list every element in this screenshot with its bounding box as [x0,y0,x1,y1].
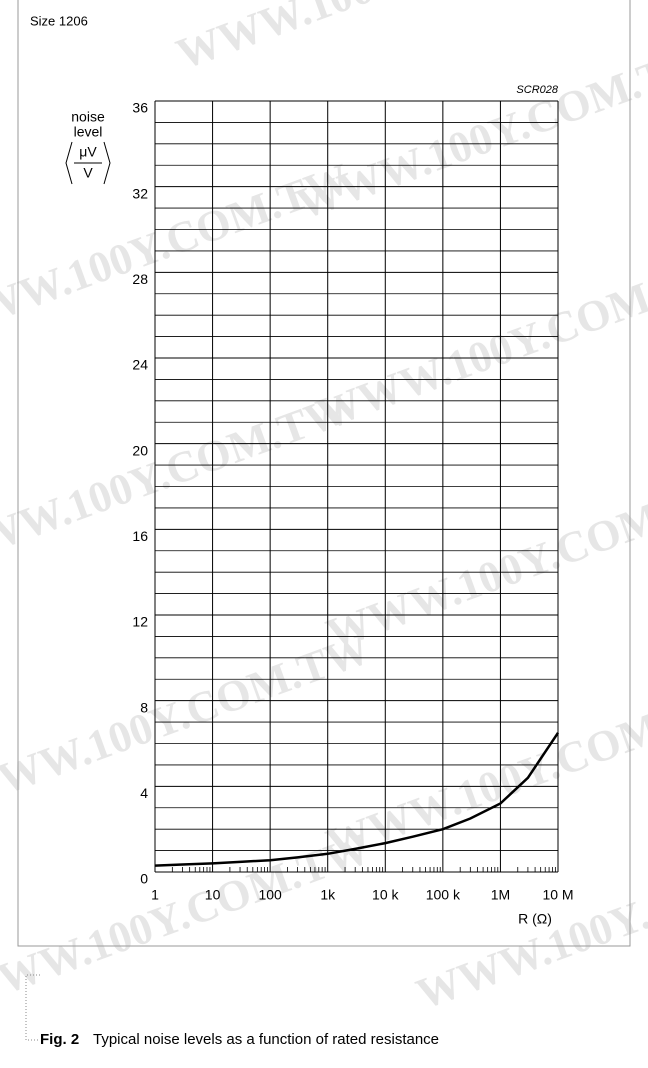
y-unit-paren [65,141,111,185]
x-tick-label: 10 M [542,887,573,903]
x-tick-label: 1k [320,887,336,903]
curve [154,732,560,867]
y-tick-label: 0 [140,871,148,887]
x-tick-label: 1M [491,887,510,903]
y-tick-label: 4 [140,785,148,801]
x-tick-label: 100 k [426,887,461,903]
watermarks: WWW.100Y.COM.TWWWW.100Y.COM.TWWWW.100Y.C… [0,0,648,1019]
caption-text: Typical noise levels as a function of ra… [93,1031,439,1048]
watermark: WWW.100Y.COM.TW [0,384,356,579]
y-tick-label: 16 [132,528,148,544]
watermark: WWW.100Y.COM.TW [0,824,376,1019]
x-tick-label: 10 [205,887,221,903]
y-unit-den: V [83,165,93,181]
y-tick-label: 36 [132,100,148,116]
y-tick-label: 32 [132,185,148,201]
y-unit-num: μV [79,144,97,160]
y-tick-label: 8 [140,699,148,715]
y-tick-label: 20 [132,442,148,458]
caption-label: Fig. 2 [40,1031,79,1048]
watermark: WWW.100Y.COM.TW [320,464,648,659]
y-tick-label: 24 [132,357,148,373]
watermark: WWW.100Y.COM.TW [320,674,648,869]
y-label: noise [71,109,105,125]
watermark: WWW.100Y.COM.TW [0,624,376,819]
watermark: WWW.100Y.COM.TW [170,0,596,79]
y-tick-label: 12 [132,614,148,630]
watermark: WWW.100Y.COM.TW [0,154,356,349]
x-tick-label: 100 [258,887,282,903]
figure-code: SCR028 [516,84,558,96]
y-label: level [74,124,103,140]
watermark: WWW.100Y.COM.TW [310,244,648,439]
frame [17,0,631,947]
x-tick-label: 1 [151,887,159,903]
header: Size 1206 [30,13,88,28]
x-tick-label: 10 k [372,887,399,903]
caption-bracket [25,974,40,1041]
x-label: R (Ω) [518,911,552,927]
y-tick-label: 28 [132,271,148,287]
